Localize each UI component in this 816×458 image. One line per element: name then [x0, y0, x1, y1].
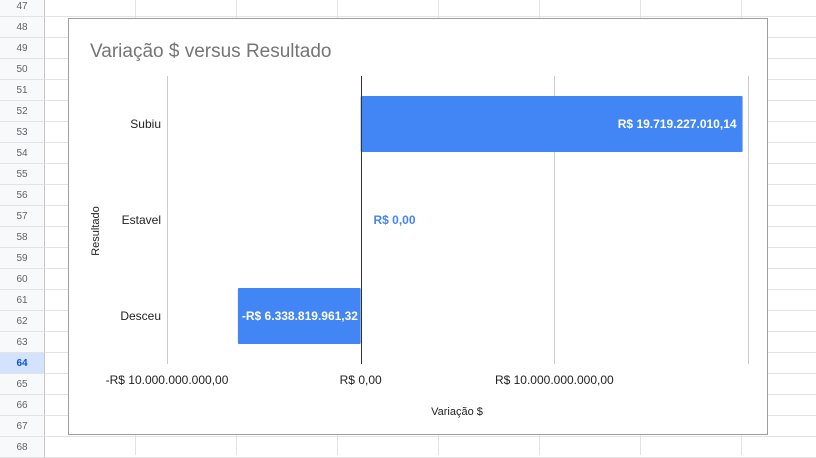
row-header[interactable]: 66 — [0, 395, 45, 416]
row-header[interactable]: 49 — [0, 38, 45, 59]
row-header[interactable]: 58 — [0, 227, 45, 248]
data-label: -R$ 6.338.819.961,32 — [242, 309, 358, 323]
row-header[interactable]: 57 — [0, 206, 45, 227]
y-category-labels: Subiu Estavel Desceu — [120, 117, 161, 323]
row-header[interactable]: 52 — [0, 101, 45, 122]
chart-title: Variação $ versus Resultado — [90, 41, 332, 62]
row-header[interactable]: 53 — [0, 122, 45, 143]
row-header[interactable]: 47 — [0, 0, 45, 17]
x-axis-title: Variação $ — [431, 406, 483, 418]
chart-canvas: Variação $ versus Resultado R$ 19.719.22… — [90, 41, 749, 418]
bar-subiu — [360, 96, 743, 152]
x-tick-labels: -R$ 10.000.000.000,00 R$ 0,00 R$ 10.000.00… — [106, 373, 614, 387]
category-label: Subiu — [130, 117, 161, 131]
data-labels: R$ 19.719.227.010,14 R$ 0,00 -R$ 6.338.819… — [242, 117, 737, 323]
row-gridline — [45, 436, 816, 437]
bar-desceu — [237, 288, 361, 344]
data-label: R$ 19.719.227.010,14 — [618, 117, 737, 131]
row-header[interactable]: 60 — [0, 269, 45, 290]
row-header[interactable]: 65 — [0, 374, 45, 395]
y-axis-title: Resultado — [90, 206, 102, 256]
row-header[interactable]: 50 — [0, 59, 45, 80]
row-header[interactable]: 54 — [0, 143, 45, 164]
category-label: Desceu — [120, 309, 161, 323]
x-tick-label: R$ 0,00 — [340, 373, 382, 387]
row-header[interactable]: 64 — [0, 353, 45, 374]
x-tick-label: -R$ 10.000.000.000,00 — [106, 373, 229, 387]
row-header[interactable]: 63 — [0, 332, 45, 353]
row-header[interactable]: 48 — [0, 17, 45, 38]
row-header[interactable]: 59 — [0, 248, 45, 269]
x-tick-label: R$ 10.000.000.000,00 — [495, 373, 614, 387]
category-label: Estavel — [122, 213, 161, 227]
row-header[interactable]: 51 — [0, 80, 45, 101]
row-header[interactable]: 61 — [0, 290, 45, 311]
bars — [237, 96, 743, 344]
row-header[interactable]: 67 — [0, 416, 45, 437]
row-gridline — [45, 16, 816, 17]
row-header[interactable]: 56 — [0, 185, 45, 206]
row-header[interactable]: 55 — [0, 164, 45, 185]
row-header[interactable]: 62 — [0, 311, 45, 332]
bar-chart[interactable]: Variação $ versus Resultado R$ 19.719.22… — [68, 18, 768, 435]
data-label: R$ 0,00 — [374, 213, 416, 227]
